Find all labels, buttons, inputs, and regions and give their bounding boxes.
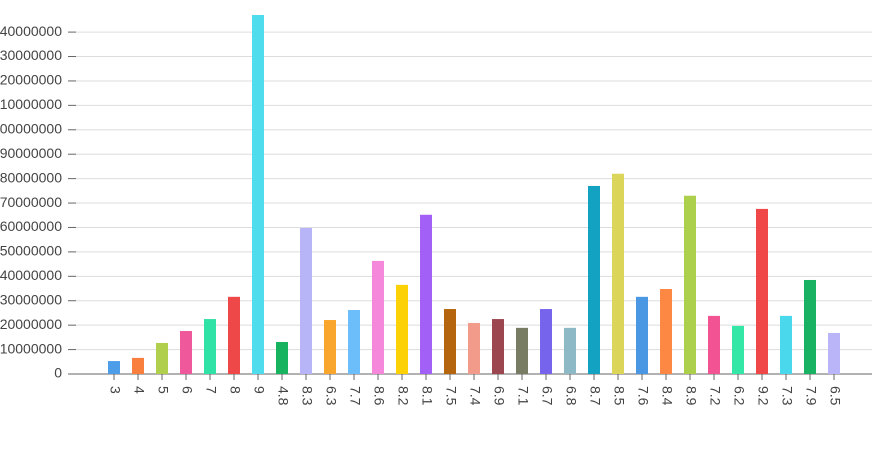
y-tick-label: 20000000 — [0, 316, 62, 332]
x-tick-label: 7.3 — [779, 386, 795, 406]
bar — [564, 327, 576, 374]
x-tick-label: 7.7 — [347, 386, 363, 406]
bar — [228, 296, 240, 374]
x-tick-label: 6.9 — [491, 386, 507, 406]
x-tick-label: 6.5 — [827, 386, 843, 406]
x-tick-label: 8.1 — [419, 386, 435, 406]
x-tick-label: 9.2 — [755, 386, 771, 406]
bar — [444, 309, 456, 374]
y-tick-label: 140000000 — [0, 23, 62, 39]
x-tick-label: 7.1 — [515, 386, 531, 406]
y-tick-label: 0 — [54, 365, 62, 381]
bar — [372, 260, 384, 374]
bar — [516, 327, 528, 374]
bar — [612, 173, 624, 374]
bar — [732, 325, 744, 374]
x-tick-label: 6.3 — [323, 386, 339, 406]
y-tick-label: 130000000 — [0, 47, 62, 63]
x-tick-label: 6.2 — [731, 386, 747, 406]
bar — [588, 185, 600, 374]
x-tick-label: 6 — [179, 386, 195, 394]
x-tick-label: 7.5 — [443, 386, 459, 406]
bar — [756, 208, 768, 374]
y-tick-label: 60000000 — [0, 218, 62, 234]
x-tick-label: 7 — [203, 386, 219, 394]
y-tick-label: 40000000 — [0, 267, 62, 283]
y-tick-label: 110000000 — [0, 96, 62, 112]
bar — [660, 289, 672, 374]
bar — [108, 361, 120, 374]
bar — [156, 342, 168, 374]
x-tick-label: 8.9 — [683, 386, 699, 406]
bar — [348, 310, 360, 374]
x-tick-label: 7.2 — [707, 386, 723, 406]
bar — [492, 319, 504, 374]
bar — [708, 315, 720, 374]
x-tick-label: 8.2 — [395, 386, 411, 406]
bar — [636, 296, 648, 374]
bar — [396, 284, 408, 374]
x-tick-label: 4.8 — [275, 386, 291, 406]
x-tick-label: 8.5 — [611, 386, 627, 406]
y-tick-label: 80000000 — [0, 169, 62, 185]
x-tick-label: 8.6 — [371, 386, 387, 406]
x-tick-label: 7.6 — [635, 386, 651, 406]
y-tick-label: 10000000 — [0, 340, 62, 356]
x-tick-label: 4 — [131, 386, 147, 394]
x-tick-label: 7.9 — [803, 386, 819, 406]
bar — [276, 342, 288, 374]
x-tick-label: 8 — [227, 386, 243, 394]
bar — [300, 227, 312, 374]
x-tick-label: 6.7 — [539, 386, 555, 406]
x-tick-label: 8.3 — [299, 386, 315, 406]
bar — [252, 15, 264, 374]
x-tick-label: 8.7 — [587, 386, 603, 406]
x-tick-label: 5 — [155, 386, 171, 394]
y-tick-label: 50000000 — [0, 243, 62, 259]
y-tick-label: 70000000 — [0, 194, 62, 210]
y-tick-label: 120000000 — [0, 72, 62, 88]
bar — [324, 320, 336, 374]
bar — [684, 195, 696, 374]
bar — [420, 214, 432, 374]
bar — [180, 331, 192, 374]
y-tick-label: 90000000 — [0, 145, 62, 161]
x-tick-label: 3 — [107, 386, 123, 394]
bar — [132, 357, 144, 374]
bar — [804, 279, 816, 374]
bar — [828, 332, 840, 374]
x-tick-label: 6.8 — [563, 386, 579, 406]
y-tick-label: 100000000 — [0, 120, 62, 136]
bar — [780, 315, 792, 374]
x-tick-label: 7.4 — [467, 386, 483, 406]
bar — [204, 319, 216, 374]
y-tick-label: 30000000 — [0, 291, 62, 307]
bar — [468, 322, 480, 374]
bar — [540, 309, 552, 374]
x-tick-label: 9 — [251, 386, 267, 394]
x-tick-label: 8.4 — [659, 386, 675, 406]
